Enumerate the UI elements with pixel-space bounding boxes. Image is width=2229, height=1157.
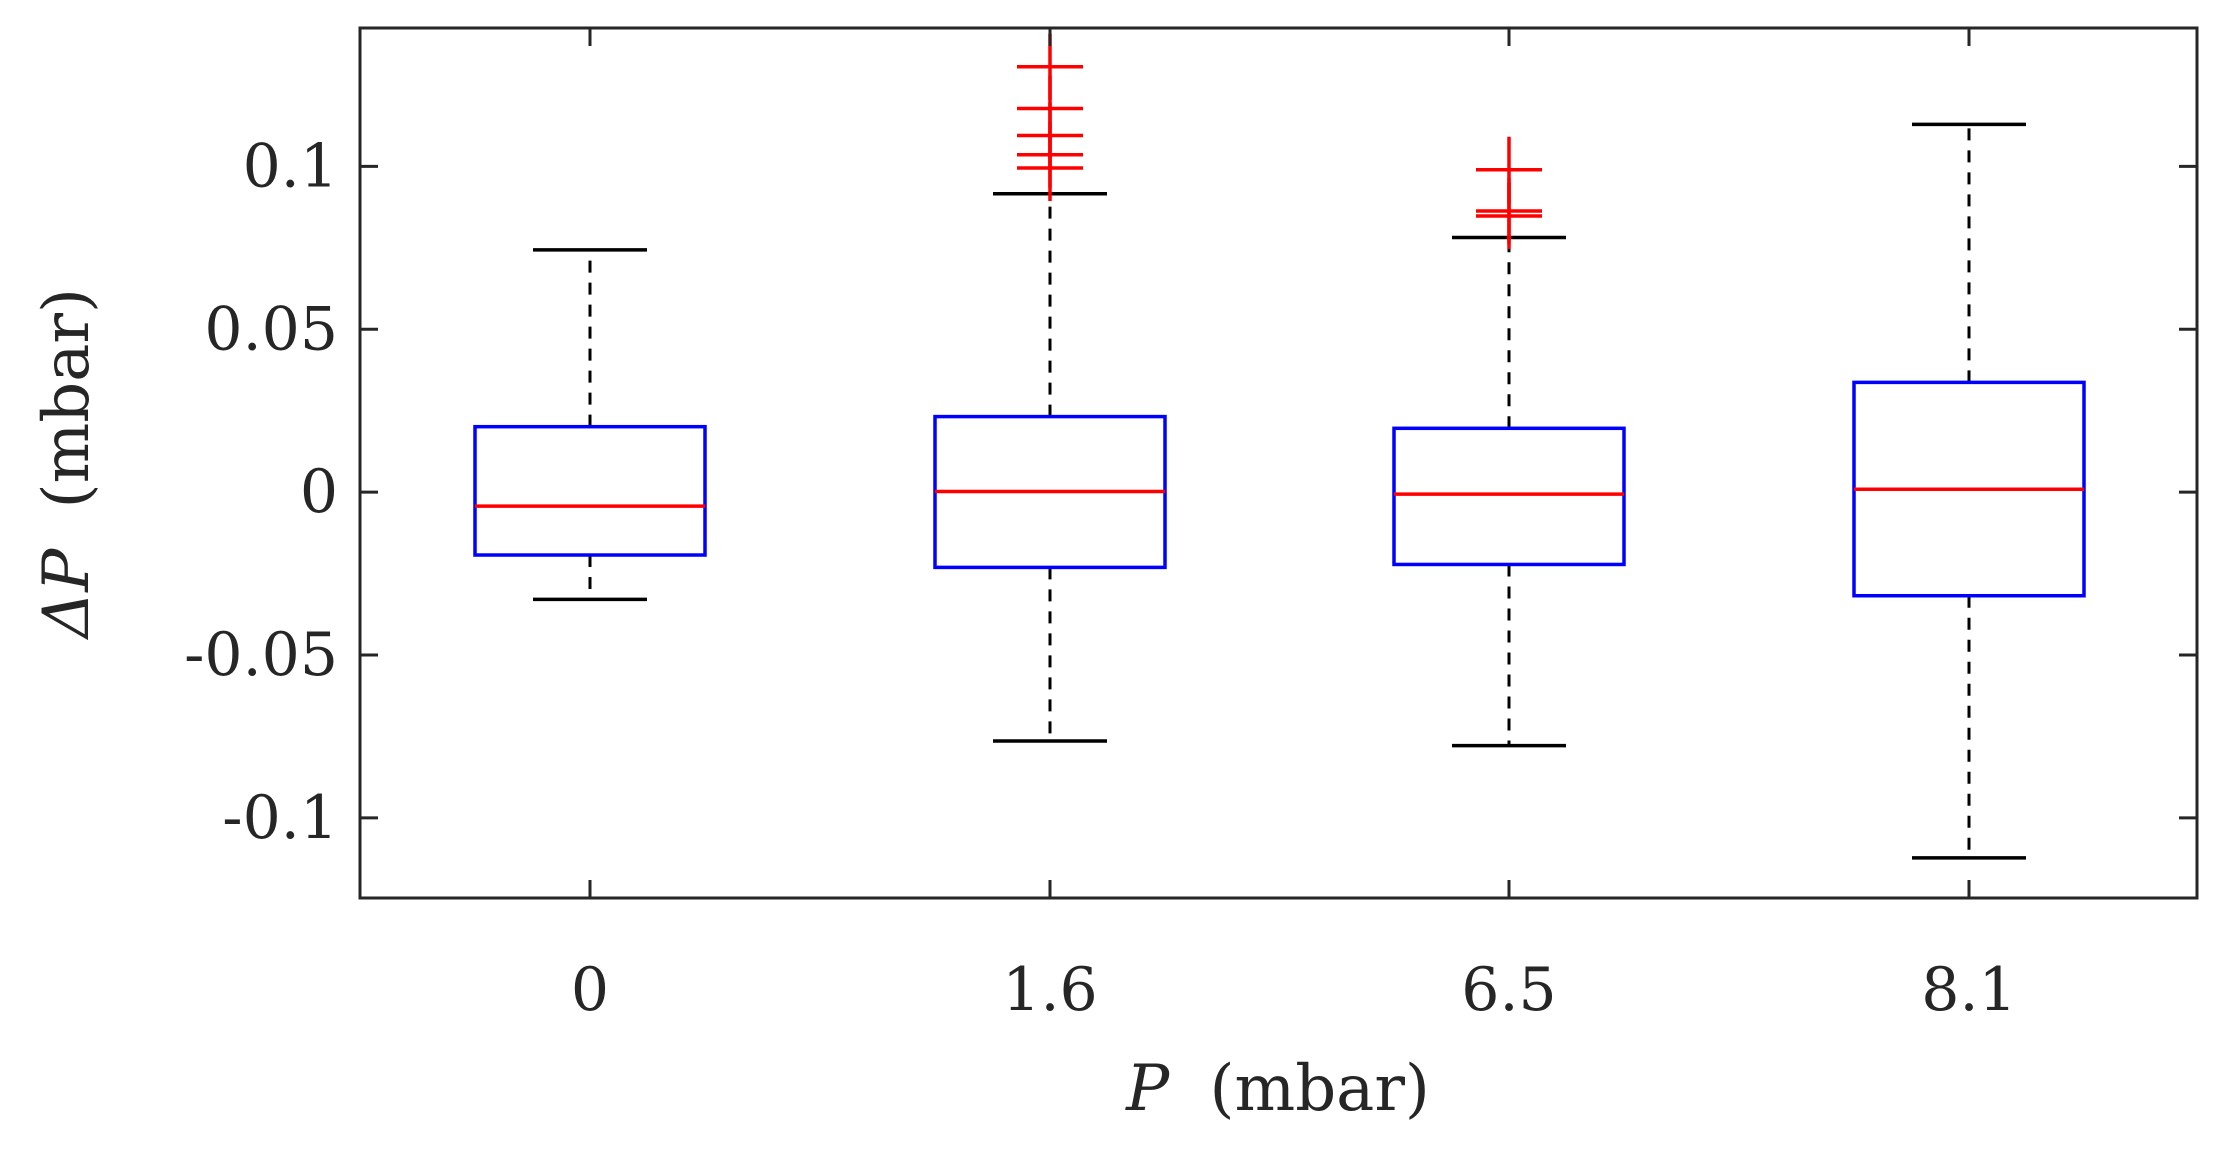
y-tick-label: -0.1 [222,783,338,853]
x-axis-unit: (mbar) [1210,1052,1430,1126]
box-group [1852,122,2086,860]
x-axis-title: P (mbar) [1125,1052,1430,1126]
iqr-box [473,424,707,557]
boxes-layer [473,33,2086,860]
x-axis-symbol: P [1125,1052,1170,1126]
box-group [1392,136,1626,748]
plot-frame [358,26,2199,900]
y-axis-title: ΔP (mbar) [30,288,104,641]
x-tick-label: 0 [571,955,609,1025]
y-tick-label: 0.1 [243,131,338,201]
x-tick-label: 6.5 [1461,955,1556,1025]
iqr-box [1392,426,1626,567]
box-group [933,33,1167,743]
y-axis-symbol: ΔP [30,548,104,641]
outlier-marker [1476,182,1542,249]
outlier-marker [1017,135,1083,202]
x-tick-label: 8.1 [1921,955,2016,1025]
y-tick-label: -0.05 [184,620,338,690]
y-tick-label: 0 [300,457,338,527]
y-tick-label: 0.05 [204,294,338,364]
x-tick-label: 1.6 [1002,955,1097,1025]
box-group [473,248,707,602]
ticks-layer: -0.1 -0.05 0 0.05 0.1 0 1.6 6.5 8.1 [184,28,2197,1025]
y-axis-unit: (mbar) [30,288,104,508]
